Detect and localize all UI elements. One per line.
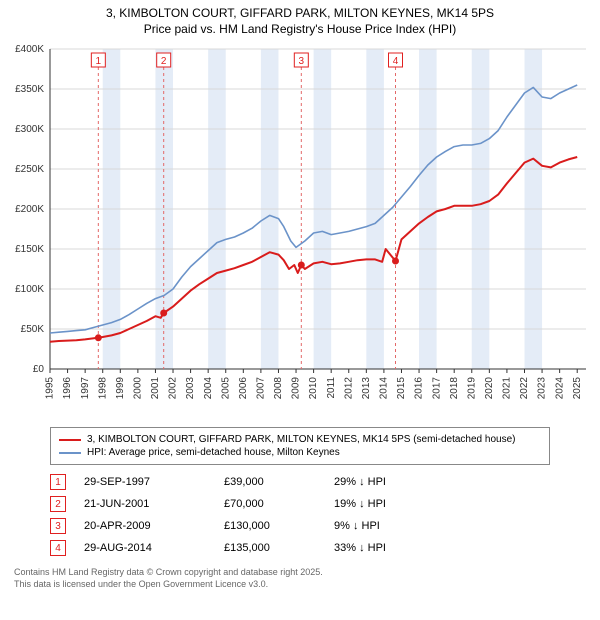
svg-text:2020: 2020 [484, 377, 495, 400]
svg-text:2004: 2004 [203, 377, 214, 400]
sale-row: 2 21-JUN-2001£70,00019% ↓ HPI [50, 493, 550, 515]
svg-text:1996: 1996 [62, 377, 73, 400]
svg-text:£250K: £250K [15, 164, 44, 175]
line-chart-svg: £0 £50K £100K £150K £200K £250K £300K £350K £400… [0, 39, 600, 419]
legend-swatch [59, 452, 81, 454]
svg-text:£0: £0 [33, 364, 45, 375]
svg-text:£50K: £50K [21, 324, 45, 335]
svg-text:1999: 1999 [115, 377, 126, 400]
sale-marker-num: 2 [50, 496, 66, 512]
svg-text:2017: 2017 [431, 377, 442, 400]
legend-label: 3, KIMBOLTON COURT, GIFFARD PARK, MILTON… [87, 434, 515, 445]
svg-text:2024: 2024 [554, 377, 565, 400]
svg-text:2009: 2009 [291, 377, 302, 400]
sale-date: 20-APR-2009 [84, 520, 224, 532]
sale-diff: 33% ↓ HPI [334, 542, 454, 554]
svg-text:2001: 2001 [150, 377, 161, 400]
svg-text:2000: 2000 [133, 377, 144, 400]
sale-price: £135,000 [224, 542, 334, 554]
svg-text:2018: 2018 [449, 377, 460, 400]
svg-text:1: 1 [96, 56, 102, 67]
title-line-1: 3, KIMBOLTON COURT, GIFFARD PARK, MILTON… [10, 6, 590, 22]
sale-row: 4 29-AUG-2014£135,00033% ↓ HPI [50, 537, 550, 559]
svg-text:2023: 2023 [537, 377, 548, 400]
svg-text:2021: 2021 [502, 377, 513, 400]
svg-text:2013: 2013 [361, 377, 372, 400]
svg-text:2012: 2012 [343, 377, 354, 400]
footer-attribution: Contains HM Land Registry data © Crown c… [0, 563, 600, 598]
svg-text:2011: 2011 [326, 377, 337, 399]
chart-area: £0 £50K £100K £150K £200K £250K £300K £350K £400… [0, 39, 600, 419]
svg-text:£100K: £100K [15, 284, 44, 295]
sale-price: £70,000 [224, 498, 334, 510]
sale-marker-num: 3 [50, 518, 66, 534]
svg-text:2014: 2014 [379, 377, 390, 400]
sale-diff: 9% ↓ HPI [334, 520, 454, 532]
sale-diff: 29% ↓ HPI [334, 476, 454, 488]
svg-text:2002: 2002 [168, 377, 179, 400]
sale-price: £39,000 [224, 476, 334, 488]
svg-text:2: 2 [161, 56, 167, 67]
svg-text:2019: 2019 [466, 377, 477, 400]
svg-text:3: 3 [299, 56, 305, 67]
svg-text:1995: 1995 [45, 377, 56, 400]
legend-swatch [59, 439, 81, 441]
svg-text:£300K: £300K [15, 124, 44, 135]
svg-text:2010: 2010 [308, 377, 319, 400]
svg-text:£200K: £200K [15, 204, 44, 215]
svg-text:4: 4 [393, 56, 399, 67]
svg-text:2015: 2015 [396, 377, 407, 400]
legend: 3, KIMBOLTON COURT, GIFFARD PARK, MILTON… [50, 427, 550, 465]
title-line-2: Price paid vs. HM Land Registry's House … [10, 22, 590, 38]
svg-text:2007: 2007 [256, 377, 267, 400]
chart-title: 3, KIMBOLTON COURT, GIFFARD PARK, MILTON… [0, 0, 600, 39]
sale-row: 1 29-SEP-1997£39,00029% ↓ HPI [50, 471, 550, 493]
legend-label: HPI: Average price, semi-detached house,… [87, 447, 340, 458]
sale-date: 21-JUN-2001 [84, 498, 224, 510]
svg-text:2005: 2005 [220, 377, 231, 400]
sale-marker-num: 4 [50, 540, 66, 556]
sale-date: 29-AUG-2014 [84, 542, 224, 554]
svg-text:£350K: £350K [15, 84, 44, 95]
svg-text:2016: 2016 [414, 377, 425, 400]
footer-line-1: Contains HM Land Registry data © Crown c… [14, 567, 590, 579]
svg-text:2025: 2025 [572, 377, 583, 400]
sales-table: 1 29-SEP-1997£39,00029% ↓ HPI 2 21-JUN-2001… [50, 471, 550, 559]
svg-text:£400K: £400K [15, 44, 44, 55]
legend-row: HPI: Average price, semi-detached house,… [59, 446, 541, 459]
svg-text:2008: 2008 [273, 377, 284, 400]
footer-line-2: This data is licensed under the Open Gov… [14, 579, 590, 591]
svg-text:1997: 1997 [80, 377, 91, 400]
svg-text:2006: 2006 [238, 377, 249, 400]
svg-text:2022: 2022 [519, 377, 530, 400]
sale-row: 3 20-APR-2009£130,0009% ↓ HPI [50, 515, 550, 537]
svg-text:1998: 1998 [97, 377, 108, 400]
sale-diff: 19% ↓ HPI [334, 498, 454, 510]
sale-date: 29-SEP-1997 [84, 476, 224, 488]
sale-price: £130,000 [224, 520, 334, 532]
legend-row: 3, KIMBOLTON COURT, GIFFARD PARK, MILTON… [59, 433, 541, 446]
svg-text:£150K: £150K [15, 244, 44, 255]
sale-marker-num: 1 [50, 474, 66, 490]
svg-text:2003: 2003 [185, 377, 196, 400]
